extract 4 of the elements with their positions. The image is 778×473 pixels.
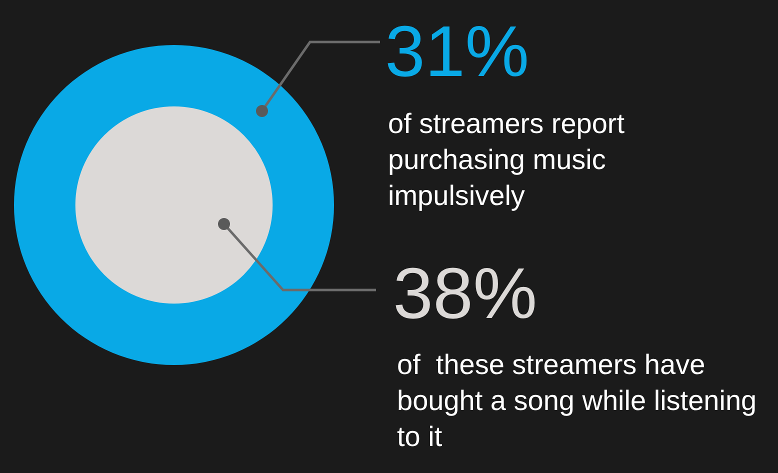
data-label: 38%	[393, 254, 538, 334]
category-label: of streamers report purchasing music impulsively	[388, 107, 626, 213]
data-label: 31%	[385, 12, 530, 92]
category-label: of these streamers have bought a song while listening to it	[397, 348, 758, 454]
